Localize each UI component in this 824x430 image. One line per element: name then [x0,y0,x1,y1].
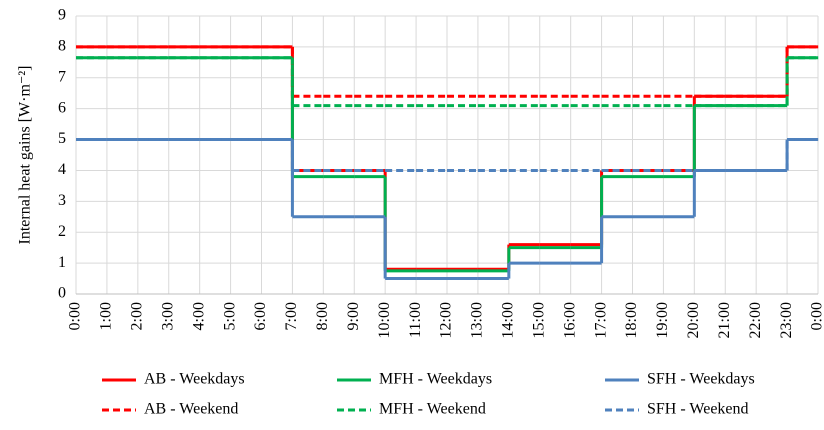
x-tick-label: 0:00 [809,302,824,330]
x-tick-label: 14:00 [500,302,517,338]
y-tick-label: 3 [58,192,66,209]
y-axis-label: Internal heat gains [W·m⁻²] [17,66,34,245]
x-tick-label: 23:00 [778,302,795,338]
series-line [76,56,818,108]
y-tick-label: 4 [58,161,66,178]
legend-label: SFH - Weekend [647,401,749,418]
legend-label: AB - Weekdays [144,371,245,388]
x-tick-label: 7:00 [283,302,300,330]
x-tick-label: 10:00 [376,302,393,338]
x-tick-label: 12:00 [438,302,455,338]
legend-label: MFH - Weekend [379,401,486,418]
x-tick-label: 9:00 [345,302,362,330]
x-tick-label: 6:00 [252,302,269,330]
x-tick-label: 1:00 [98,302,115,330]
series-line [76,138,818,172]
x-tick-label: 15:00 [530,302,547,338]
x-tick-label: 22:00 [747,302,764,338]
y-tick-label: 1 [58,254,66,271]
x-tick-label: 8:00 [314,302,331,330]
legend-label: AB - Weekend [144,401,238,418]
y-tick-label: 9 [58,7,66,24]
y-tick-label: 7 [58,68,66,85]
x-tick-label: 16:00 [561,302,578,338]
y-tick-label: 0 [58,285,66,302]
x-tick-label: 2:00 [129,302,146,330]
x-tick-label: 18:00 [623,302,640,338]
y-tick-label: 2 [58,223,66,240]
x-tick-label: 11:00 [407,302,424,338]
legend-label: SFH - Weekdays [647,371,755,388]
x-tick-label: 5:00 [221,302,238,330]
x-tick-label: 21:00 [716,302,733,338]
x-tick-label: 19:00 [654,302,671,338]
x-tick-label: 3:00 [159,302,176,330]
y-tick-label: 5 [58,130,66,147]
y-tick-label: 8 [58,38,66,55]
x-tick-label: 20:00 [685,302,702,338]
x-tick-label: 17:00 [592,302,609,338]
y-tick-label: 6 [58,99,66,116]
x-tick-label: 13:00 [469,302,486,338]
legend-label: MFH - Weekdays [379,371,492,388]
x-tick-label: 4:00 [190,302,207,330]
x-tick-label: 0:00 [67,302,84,330]
